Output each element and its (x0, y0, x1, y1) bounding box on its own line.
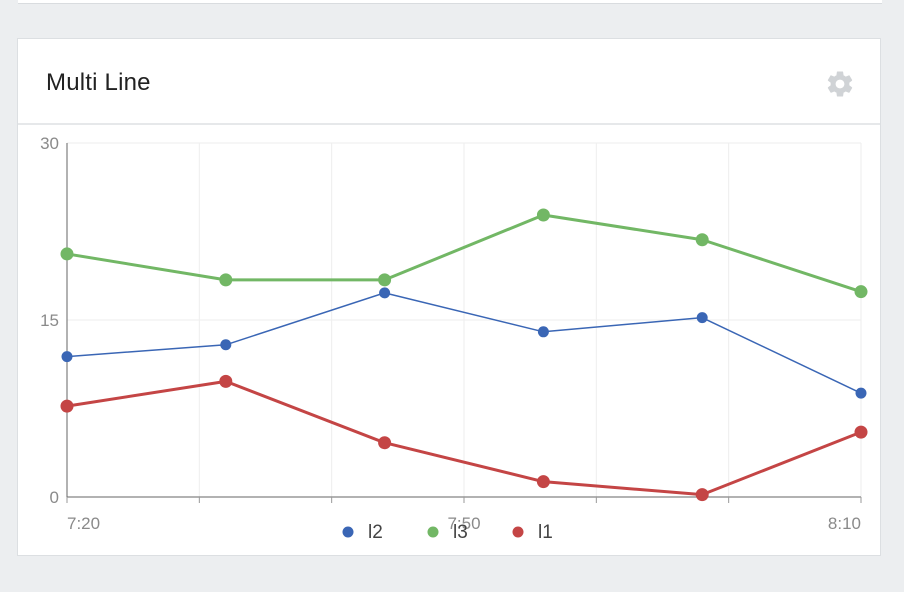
data-point-l2[interactable] (61, 351, 73, 363)
y-tick-label: 0 (50, 488, 59, 507)
data-point-l2[interactable] (537, 326, 549, 338)
data-point-l3[interactable] (695, 233, 709, 247)
data-point-l3[interactable] (60, 247, 74, 261)
legend-marker-l1[interactable] (512, 526, 524, 538)
data-point-l2[interactable] (379, 287, 391, 299)
legend-marker-l2[interactable] (342, 526, 354, 538)
data-point-l2[interactable] (220, 339, 232, 351)
chart-area: 0 15 30 7:20 7:50 8:10 l2 l3 l1 (18, 125, 880, 555)
data-point-l3[interactable] (854, 285, 868, 299)
data-point-l1[interactable] (378, 436, 392, 450)
data-point-l2[interactable] (855, 387, 867, 399)
previous-card-edge (18, 0, 882, 4)
legend-marker-l3[interactable] (427, 526, 439, 538)
data-point-l1[interactable] (60, 399, 74, 413)
y-tick-label: 30 (40, 134, 59, 153)
series-line-l2 (66, 292, 862, 394)
x-tick-label: 8:10 (828, 514, 861, 533)
legend-label-l1[interactable]: l1 (538, 522, 553, 543)
chart-card: Multi Line 0 15 30 7:20 7:50 8:10 l2 l3 l1 (17, 38, 881, 556)
data-point-l2[interactable] (696, 312, 708, 324)
data-point-l3[interactable] (219, 273, 233, 287)
data-point-l1[interactable] (536, 475, 550, 489)
data-point-l1[interactable] (854, 425, 868, 439)
card-header: Multi Line (18, 39, 880, 125)
y-tick-label: 15 (40, 311, 59, 330)
card-title: Multi Line (46, 69, 151, 96)
data-point-l3[interactable] (536, 208, 550, 222)
x-tick-label: 7:50 (447, 514, 480, 533)
data-point-l3[interactable] (378, 273, 392, 287)
series-line-l3 (66, 213, 862, 294)
x-tick-label: 7:20 (67, 514, 100, 533)
line-chart: 0 15 30 7:20 7:50 8:10 l2 l3 l1 (40, 134, 868, 543)
data-point-l1[interactable] (695, 488, 709, 502)
data-point-l1[interactable] (219, 374, 233, 388)
legend-label-l3[interactable]: l3 (453, 522, 468, 543)
gear-icon[interactable] (825, 69, 855, 99)
legend-label-l2[interactable]: l2 (368, 522, 383, 543)
series-line-l1 (66, 379, 862, 497)
